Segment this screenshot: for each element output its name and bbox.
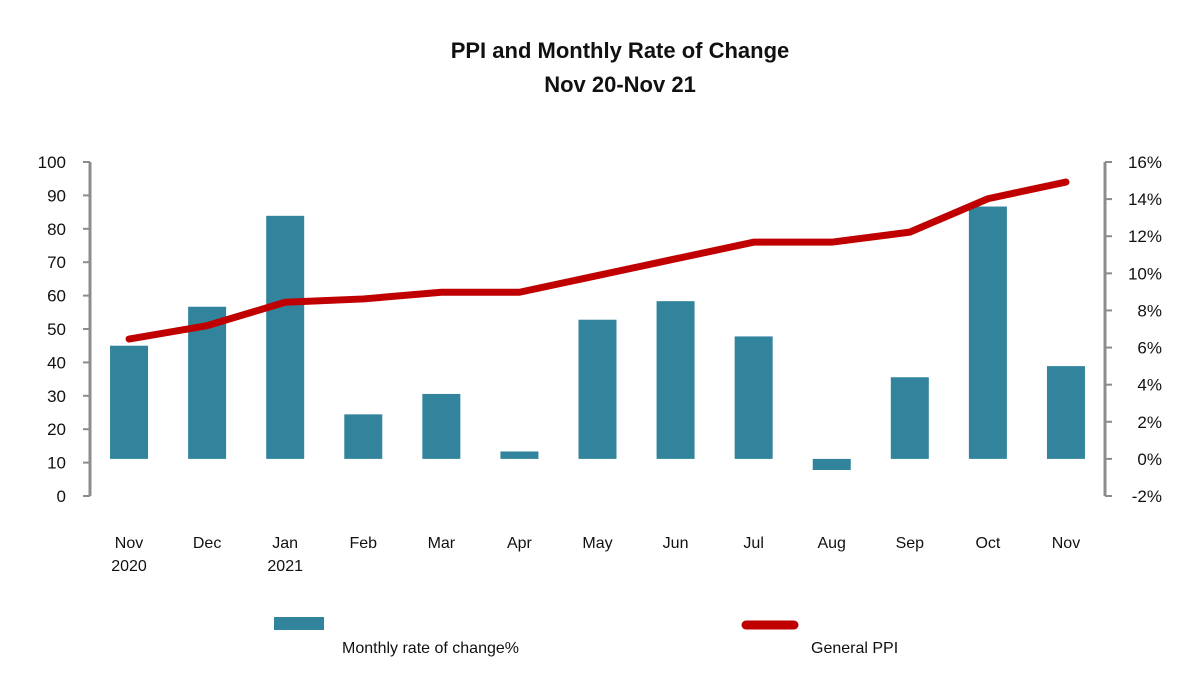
axes: 0 10 20 30 40 50 60 70 80 90 100 -2% 0% 2% 4% 6% 8% 10% 12… xyxy=(38,153,1162,575)
bar xyxy=(890,377,929,459)
right-tick-label: 14% xyxy=(1128,190,1162,209)
legend-bar-swatch xyxy=(274,617,324,630)
left-tick-label: 90 xyxy=(47,186,66,205)
chart-subtitle: Nov 20-Nov 21 xyxy=(544,72,696,97)
right-tick-label: 12% xyxy=(1128,227,1162,246)
right-tick-label: 8% xyxy=(1137,301,1162,320)
legend-bar-label: Monthly rate of change% xyxy=(342,640,519,657)
category-label: Oct xyxy=(975,535,1000,552)
bar xyxy=(968,206,1007,459)
bar-series xyxy=(110,206,1085,471)
legend: Monthly rate of change% General PPI xyxy=(274,617,898,657)
category-label: Mar xyxy=(428,535,456,552)
left-tick-label: 0 xyxy=(57,487,66,506)
right-tick-label: -2% xyxy=(1132,487,1162,506)
left-tick-label: 30 xyxy=(47,387,66,406)
category-label: Jun xyxy=(663,535,689,552)
category-label: Feb xyxy=(349,535,377,552)
left-tick-label: 70 xyxy=(47,253,66,272)
bar xyxy=(734,336,773,459)
chart-title-block: PPI and Monthly Rate of Change Nov 20-No… xyxy=(0,34,1200,102)
bar xyxy=(656,301,695,459)
bar xyxy=(344,414,383,459)
left-tick-label: 100 xyxy=(38,153,66,172)
left-tick-label: 40 xyxy=(47,353,66,372)
right-tick-label: 4% xyxy=(1137,376,1162,395)
left-tick-label: 50 xyxy=(47,320,66,339)
category-label: Jan xyxy=(272,535,298,552)
bar xyxy=(500,451,539,459)
category-label: Dec xyxy=(193,535,221,552)
left-tick-label: 80 xyxy=(47,220,66,239)
left-tick-label: 10 xyxy=(47,454,66,473)
right-tick-label: 16% xyxy=(1128,153,1162,172)
bar xyxy=(266,215,305,459)
category-label: Apr xyxy=(507,535,533,552)
left-tick-label: 60 xyxy=(47,287,66,306)
left-tick-label: 20 xyxy=(47,420,66,439)
bar xyxy=(1046,366,1085,459)
category-label: Nov xyxy=(115,535,143,552)
category-label: 2021 xyxy=(267,558,303,575)
bar xyxy=(188,306,227,459)
ppi-line xyxy=(125,178,1070,343)
right-tick-label: 0% xyxy=(1137,450,1162,469)
line-series xyxy=(125,178,1070,343)
bar xyxy=(110,345,149,459)
category-label: 2020 xyxy=(111,558,147,575)
bar xyxy=(812,458,851,471)
category-label: Sep xyxy=(896,535,925,552)
category-label: Jul xyxy=(743,535,763,552)
right-tick-label: 2% xyxy=(1137,413,1162,432)
right-tick-label: 10% xyxy=(1128,264,1162,283)
right-tick-label: 6% xyxy=(1137,339,1162,358)
category-label: Nov xyxy=(1052,535,1080,552)
category-label: May xyxy=(582,535,612,552)
legend-line-label: General PPI xyxy=(811,640,898,657)
bar xyxy=(422,393,461,459)
category-label: Aug xyxy=(817,535,845,552)
chart-title: PPI and Monthly Rate of Change xyxy=(450,38,790,63)
bar xyxy=(578,319,617,459)
